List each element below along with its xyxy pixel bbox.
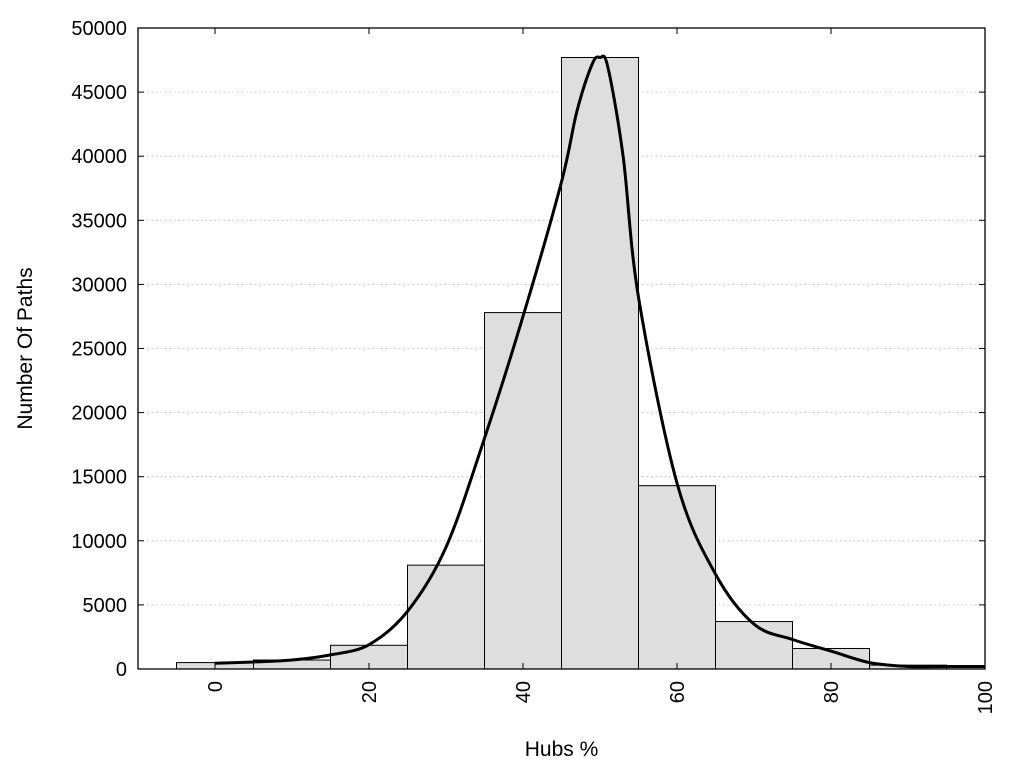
histogram-bars	[176, 56, 986, 670]
y-tick-label: 15000	[71, 467, 127, 489]
y-axis-label: Number Of Paths	[14, 267, 37, 429]
histogram-bar	[638, 485, 716, 670]
x-tick-label: 60	[667, 681, 689, 703]
x-tick-label: 0	[205, 681, 227, 692]
density-curve-layer	[214, 54, 985, 669]
y-tick-label: 30000	[71, 274, 127, 296]
x-tick-label: 80	[821, 681, 843, 703]
y-tick-label: 0	[116, 659, 127, 681]
histogram-bar	[407, 564, 485, 670]
y-axis-ticks: 0 5000 10000 15000 20000 25000 30000 35000 40000…	[71, 18, 985, 681]
x-tick-label: 20	[359, 681, 381, 703]
y-tick-label: 25000	[71, 339, 127, 361]
y-tick-label: 5000	[83, 595, 128, 617]
histogram-bar	[715, 621, 793, 670]
x-tick-label: 100	[975, 681, 997, 714]
y-tick-label: 20000	[71, 403, 127, 425]
y-tick-label: 10000	[71, 531, 127, 553]
density-curve	[214, 54, 985, 669]
y-tick-label: 50000	[71, 18, 127, 40]
y-tick-label: 35000	[71, 210, 127, 232]
histogram-bar	[484, 312, 562, 670]
x-axis-label: Hubs %	[525, 738, 599, 761]
y-tick-label: 45000	[71, 82, 127, 104]
y-tick-label: 40000	[71, 146, 127, 168]
x-axis-ticks: 0 20 40 60 80 100	[205, 28, 997, 714]
histogram-bar	[561, 56, 639, 670]
x-tick-label: 40	[513, 681, 535, 703]
